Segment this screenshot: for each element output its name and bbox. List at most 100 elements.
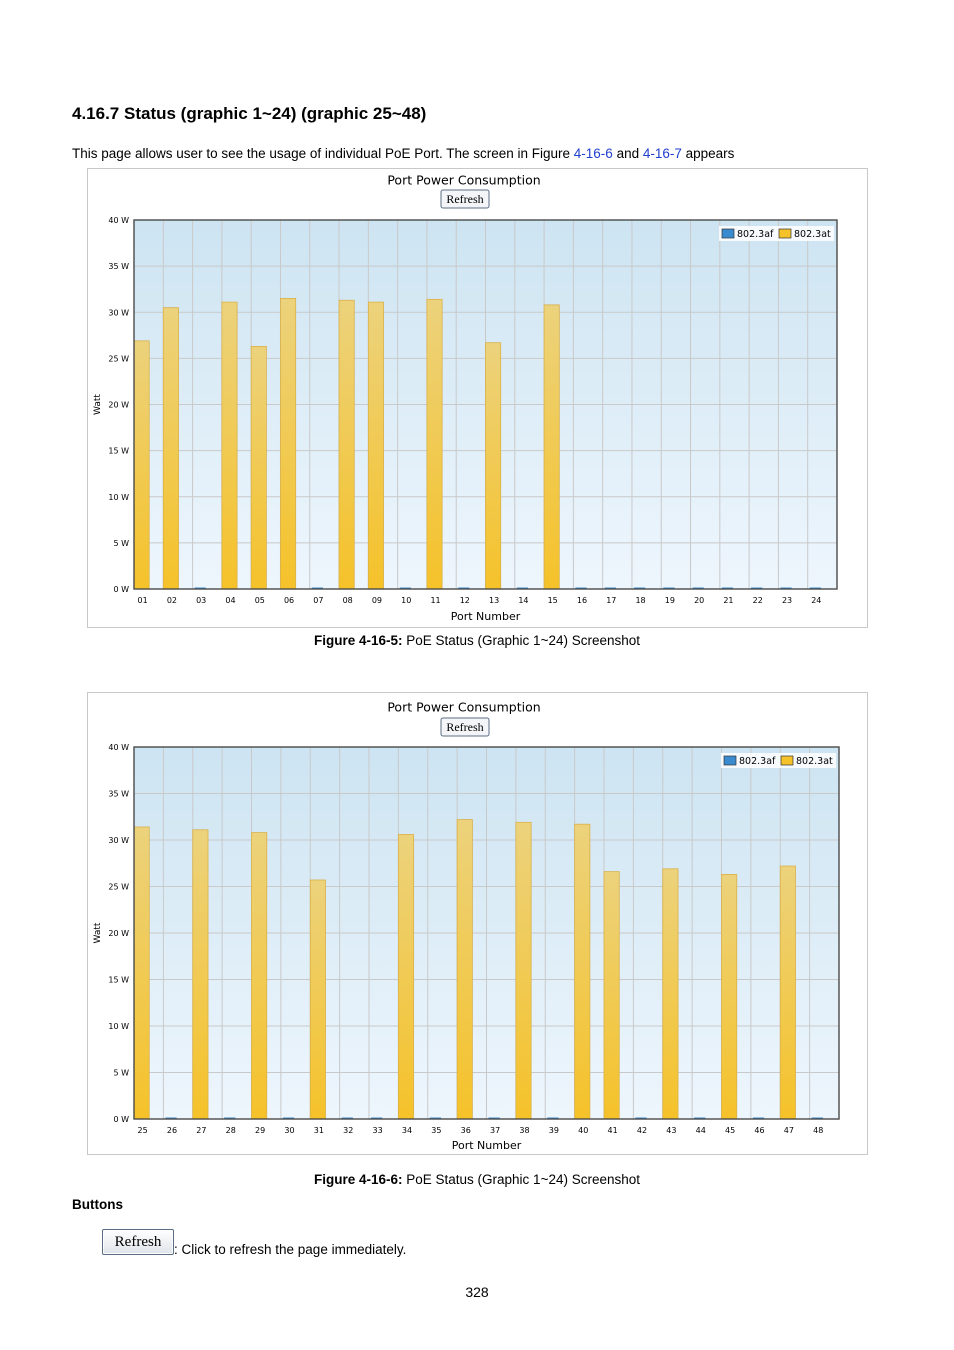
buttons-heading: Buttons xyxy=(72,1197,123,1212)
caption-label: Figure 4-16-6: xyxy=(313,1172,403,1187)
bar-802-3at-port-27 xyxy=(192,829,209,1120)
y-tick-label: 0 W xyxy=(113,585,129,594)
bar-802-3at-port-05 xyxy=(250,345,267,590)
y-tick-label: 10 W xyxy=(108,1022,129,1031)
plot-border xyxy=(133,219,838,590)
legend-swatch-802-3at xyxy=(780,755,794,766)
y-tick-label: 15 W xyxy=(108,447,129,456)
intro-text: This page allows user to see the usage o… xyxy=(72,146,574,161)
y-tick-label: 35 W xyxy=(108,790,129,799)
bar-802-3af-port-17 xyxy=(604,587,616,589)
x-tick-label: 20 xyxy=(694,596,704,605)
x-tick-label: 45 xyxy=(725,1126,735,1135)
x-tick-label: 02 xyxy=(167,596,177,605)
x-tick-label: 19 xyxy=(665,596,675,605)
legend-label-802-3at: 802.3at xyxy=(796,756,833,767)
bar-802-3at-port-47 xyxy=(779,865,796,1120)
bar-802-3af-port-33 xyxy=(371,1117,383,1119)
bar-802-3at-port-15 xyxy=(543,304,560,590)
x-tick-label: 03 xyxy=(196,596,206,605)
x-tick-label: 46 xyxy=(754,1126,764,1135)
bar-802-3af-port-39 xyxy=(547,1117,559,1119)
bar-802-3af-port-42 xyxy=(635,1117,647,1119)
refresh-button[interactable]: Refresh xyxy=(440,717,490,737)
refresh-button-body[interactable] xyxy=(440,717,490,737)
x-tick-label: 33 xyxy=(373,1126,383,1135)
bar-802-3af-port-07 xyxy=(311,587,323,589)
figure-caption-1: Figure 4-16-5: PoE Status (Graphic 1~24)… xyxy=(0,633,954,648)
x-tick-label: 08 xyxy=(343,596,353,605)
y-tick-label: 5 W xyxy=(113,539,129,548)
bar-802-3af-port-26 xyxy=(165,1117,177,1119)
x-tick-label: 15 xyxy=(548,596,558,605)
chart-title: Port Power Consumption xyxy=(387,700,540,715)
port-power-chart-2: Port Power Consumption Refresh 0 W 5 W 10 W 1… xyxy=(87,692,868,1155)
x-tick-label: 30 xyxy=(284,1126,294,1135)
bar-802-3af-port-18 xyxy=(633,587,646,589)
bar-802-3af-port-22 xyxy=(751,587,763,589)
x-tick-label: 24 xyxy=(811,596,821,605)
bar-802-3af-port-14 xyxy=(516,587,529,589)
x-tick-label: 39 xyxy=(549,1126,559,1135)
legend-label-802-3af: 802.3af xyxy=(737,229,774,240)
refresh-button-body[interactable] xyxy=(440,189,490,209)
x-tick-label: 38 xyxy=(519,1126,529,1135)
y-tick-label: 30 W xyxy=(108,836,129,845)
x-tick-label: 28 xyxy=(226,1126,236,1135)
x-tick-label: 14 xyxy=(518,596,528,605)
y-tick-label: 25 W xyxy=(108,883,129,892)
legend-swatch-802-3af xyxy=(721,228,735,239)
x-tick-label: 25 xyxy=(138,1126,148,1135)
x-tick-label: 40 xyxy=(578,1126,588,1135)
x-tick-label: 22 xyxy=(753,596,763,605)
intro-paragraph: This page allows user to see the usage o… xyxy=(72,146,734,161)
x-tick-label: 12 xyxy=(460,596,470,605)
legend-box xyxy=(719,226,834,241)
y-tick-label: 40 W xyxy=(108,216,129,225)
legend-swatch-802-3at xyxy=(778,228,792,239)
bar-802-3af-port-28 xyxy=(224,1117,236,1119)
figure-link-4-16-6[interactable]: 4-16-6 xyxy=(573,146,613,161)
bar-802-3at-port-38 xyxy=(515,821,532,1120)
figure-link-4-16-7[interactable]: 4-16-7 xyxy=(642,146,682,161)
x-tick-label: 10 xyxy=(401,596,411,605)
x-tick-label: 34 xyxy=(402,1126,412,1135)
refresh-button-label[interactable]: Refresh xyxy=(446,720,483,734)
bar-802-3af-port-24 xyxy=(809,587,821,589)
page-number: 328 xyxy=(465,1284,489,1300)
bar-802-3at-port-13 xyxy=(485,342,502,590)
x-tick-label: 48 xyxy=(813,1126,823,1135)
caption-label: Figure 4-16-5: xyxy=(313,633,403,648)
x-tick-label: 35 xyxy=(431,1126,441,1135)
x-tick-label: 37 xyxy=(490,1126,500,1135)
caption-text: PoE Status (Graphic 1~24) Screenshot xyxy=(402,633,641,648)
legend-label-802-3af: 802.3af xyxy=(739,756,776,767)
figure-caption-2: Figure 4-16-6: PoE Status (Graphic 1~24)… xyxy=(0,1172,954,1187)
bar-802-3af-port-46 xyxy=(752,1117,765,1119)
bar-802-3af-port-10 xyxy=(399,587,411,589)
x-tick-label: 18 xyxy=(635,596,645,605)
y-tick-label: 0 W xyxy=(113,1115,129,1124)
bar-802-3af-port-32 xyxy=(341,1117,353,1119)
bar-802-3at-port-36 xyxy=(456,819,473,1120)
refresh-button-description: : Click to refresh the page immediately. xyxy=(174,1242,407,1257)
x-axis-label: Port Number xyxy=(452,1139,522,1152)
bar-802-3af-port-37 xyxy=(488,1117,500,1119)
bar-802-3at-port-41 xyxy=(603,871,620,1120)
refresh-button[interactable]: Refresh xyxy=(102,1229,174,1255)
y-axis-label: Watt xyxy=(93,394,103,415)
refresh-button[interactable]: Refresh xyxy=(440,189,490,209)
legend-swatch-802-3af xyxy=(723,755,737,766)
bar-802-3at-port-40 xyxy=(574,823,591,1120)
bar-802-3at-port-45 xyxy=(721,874,738,1120)
x-tick-label: 09 xyxy=(372,596,382,605)
x-tick-label: 36 xyxy=(461,1126,471,1135)
intro-text-and: and xyxy=(612,146,643,161)
legend-box xyxy=(721,753,836,768)
y-tick-label: 40 W xyxy=(108,743,129,752)
bar-802-3at-port-31 xyxy=(309,879,326,1120)
refresh-button-label[interactable]: Refresh xyxy=(446,192,483,206)
section-heading: 4.16.7 Status (graphic 1~24) (graphic 25… xyxy=(72,104,427,123)
x-tick-label: 17 xyxy=(606,596,616,605)
x-tick-label: 42 xyxy=(637,1126,647,1135)
